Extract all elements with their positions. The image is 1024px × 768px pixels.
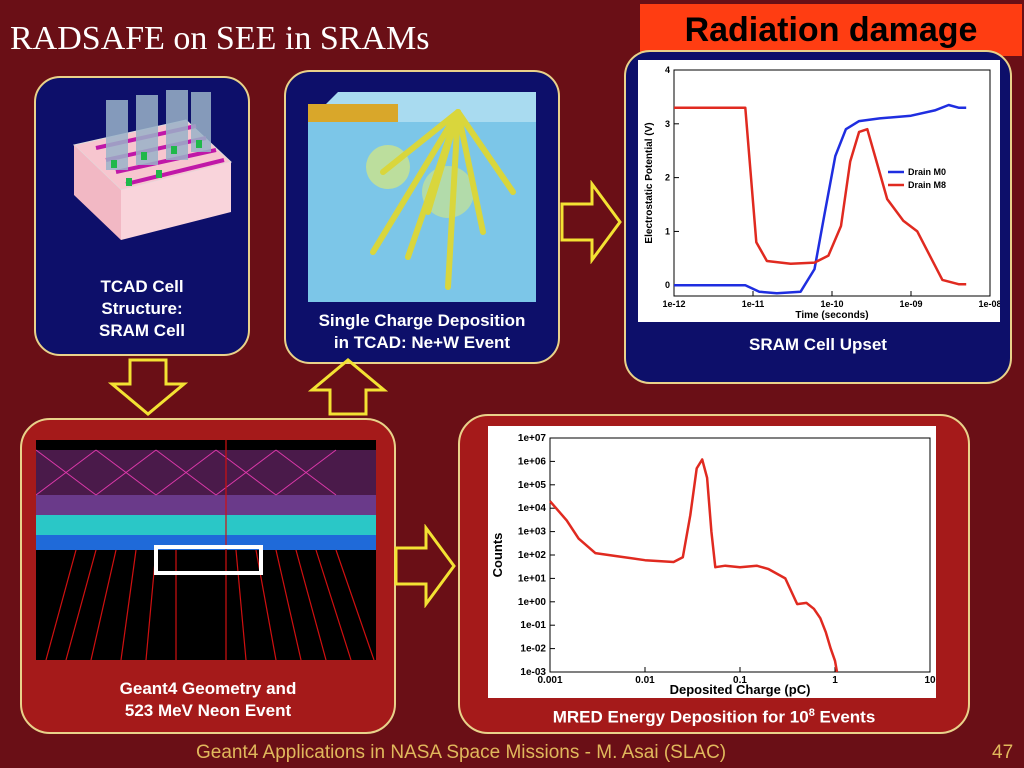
x-tick-label: 1e-11: [742, 299, 765, 309]
y-tick-label: 2: [665, 173, 670, 183]
y-tick-label: 1e+06: [518, 456, 547, 467]
radiation-damage-badge: Radiation damage: [640, 4, 1022, 56]
geant4-panel: Geant4 Geometry and 523 MeV Neon Event: [20, 418, 396, 734]
up-arrow: [308, 358, 388, 416]
y-tick-label: 1e+01: [518, 573, 547, 584]
series-line-0: [674, 103, 967, 295]
y-tick-label: 1e+02: [518, 550, 547, 561]
mred-energy-chart: 0.001 0.01 0.1 1 10 1e-03 1e-02 1e-01 1e+00 1e+01…: [488, 426, 936, 698]
footer-text: Geant4 Applications in NASA Space Missio…: [196, 742, 727, 763]
deposition-caption-line-1: Single Charge Deposition: [318, 311, 526, 330]
tcad-caption-line-3: SRAM Cell: [99, 321, 185, 340]
x-tick-label: 1e-10: [820, 299, 843, 309]
y-axis-label: Counts: [490, 533, 505, 578]
y-tick-label: 1e+05: [518, 480, 547, 491]
geant4-caption-line-2: 523 MeV Neon Event: [124, 701, 292, 720]
x-tick-label: 10: [924, 675, 936, 686]
down-arrow: [108, 358, 188, 416]
upset-caption: SRAM Cell Upset: [749, 335, 887, 354]
tcad-cell-panel: TCAD Cell Structure: SRAM Cell: [34, 76, 250, 356]
x-tick-label: 1e-09: [899, 299, 922, 309]
y-tick-label: 3: [665, 119, 670, 129]
mred-panel: 0.001 0.01 0.1 1 10 1e-03 1e-02 1e-01 1e+00 1e+01…: [458, 414, 970, 734]
y-tick-label: 1e+03: [518, 527, 547, 538]
tcad-caption-line-1: TCAD Cell: [100, 277, 184, 296]
legend-entry: Drain M8: [908, 180, 946, 190]
y-tick-label: 1e+00: [518, 597, 547, 608]
y-tick-label: 4: [665, 65, 670, 75]
charge-deposition-illustration: [308, 92, 536, 302]
tcad-caption-line-2: Structure:: [101, 299, 183, 318]
x-tick-label: 0.001: [537, 675, 562, 686]
legend-entry: Drain M0: [908, 167, 946, 177]
mred-caption: MRED Energy Deposition for 108 Events: [460, 702, 968, 729]
right-arrow-upper: [560, 180, 622, 264]
x-axis-label: Time (seconds): [795, 310, 868, 321]
y-tick-label: 1e-01: [520, 620, 546, 631]
x-tick-label: 1e-12: [662, 299, 685, 309]
mred-caption-superscript: 8: [808, 707, 815, 719]
deposition-caption-line-2: in TCAD: Ne+W Event: [333, 333, 511, 352]
sram-upset-panel: 1e-12 1e-11 1e-10 1e-09 1e-08 0 1 2 3 4 Time (seco…: [624, 50, 1012, 384]
x-axis-label: Deposited Charge (pC): [670, 682, 811, 697]
geant4-event-illustration: [36, 440, 376, 660]
y-tick-label: 0: [665, 280, 670, 290]
slide-title: RADSAFE on SEE in SRAMs: [10, 20, 430, 57]
charge-deposition-panel: Single Charge Deposition in TCAD: Ne+W E…: [284, 70, 560, 364]
right-arrow-lower: [394, 524, 456, 608]
y-tick-label: 1e-03: [520, 667, 546, 678]
x-tick-label: 1: [832, 675, 838, 686]
mred-caption-end: Events: [814, 707, 876, 727]
tcad-sram-cell-illustration: [72, 90, 233, 240]
series-line-1: [674, 106, 967, 286]
geant4-caption-line-1: Geant4 Geometry and: [119, 679, 297, 698]
y-tick-label: 1: [665, 226, 670, 236]
chart-background: [488, 426, 936, 698]
chart-background: [638, 60, 1000, 322]
y-tick-label: 1e+07: [518, 433, 547, 444]
x-tick-label: 0.01: [635, 675, 655, 686]
x-tick-label: 0.1: [733, 675, 747, 686]
series-line-0: [549, 458, 839, 673]
y-tick-label: 1e+04: [518, 503, 547, 514]
y-axis-label: Electrostatic Potential (V): [644, 122, 655, 243]
x-tick-label: 1e-08: [978, 299, 1000, 309]
sram-upset-chart: 1e-12 1e-11 1e-10 1e-09 1e-08 0 1 2 3 4 Time (seco…: [638, 60, 1000, 322]
page-number: 47: [992, 742, 1014, 763]
mred-caption-main: MRED Energy Deposition for 10: [552, 707, 809, 727]
y-tick-label: 1e-02: [520, 644, 546, 655]
